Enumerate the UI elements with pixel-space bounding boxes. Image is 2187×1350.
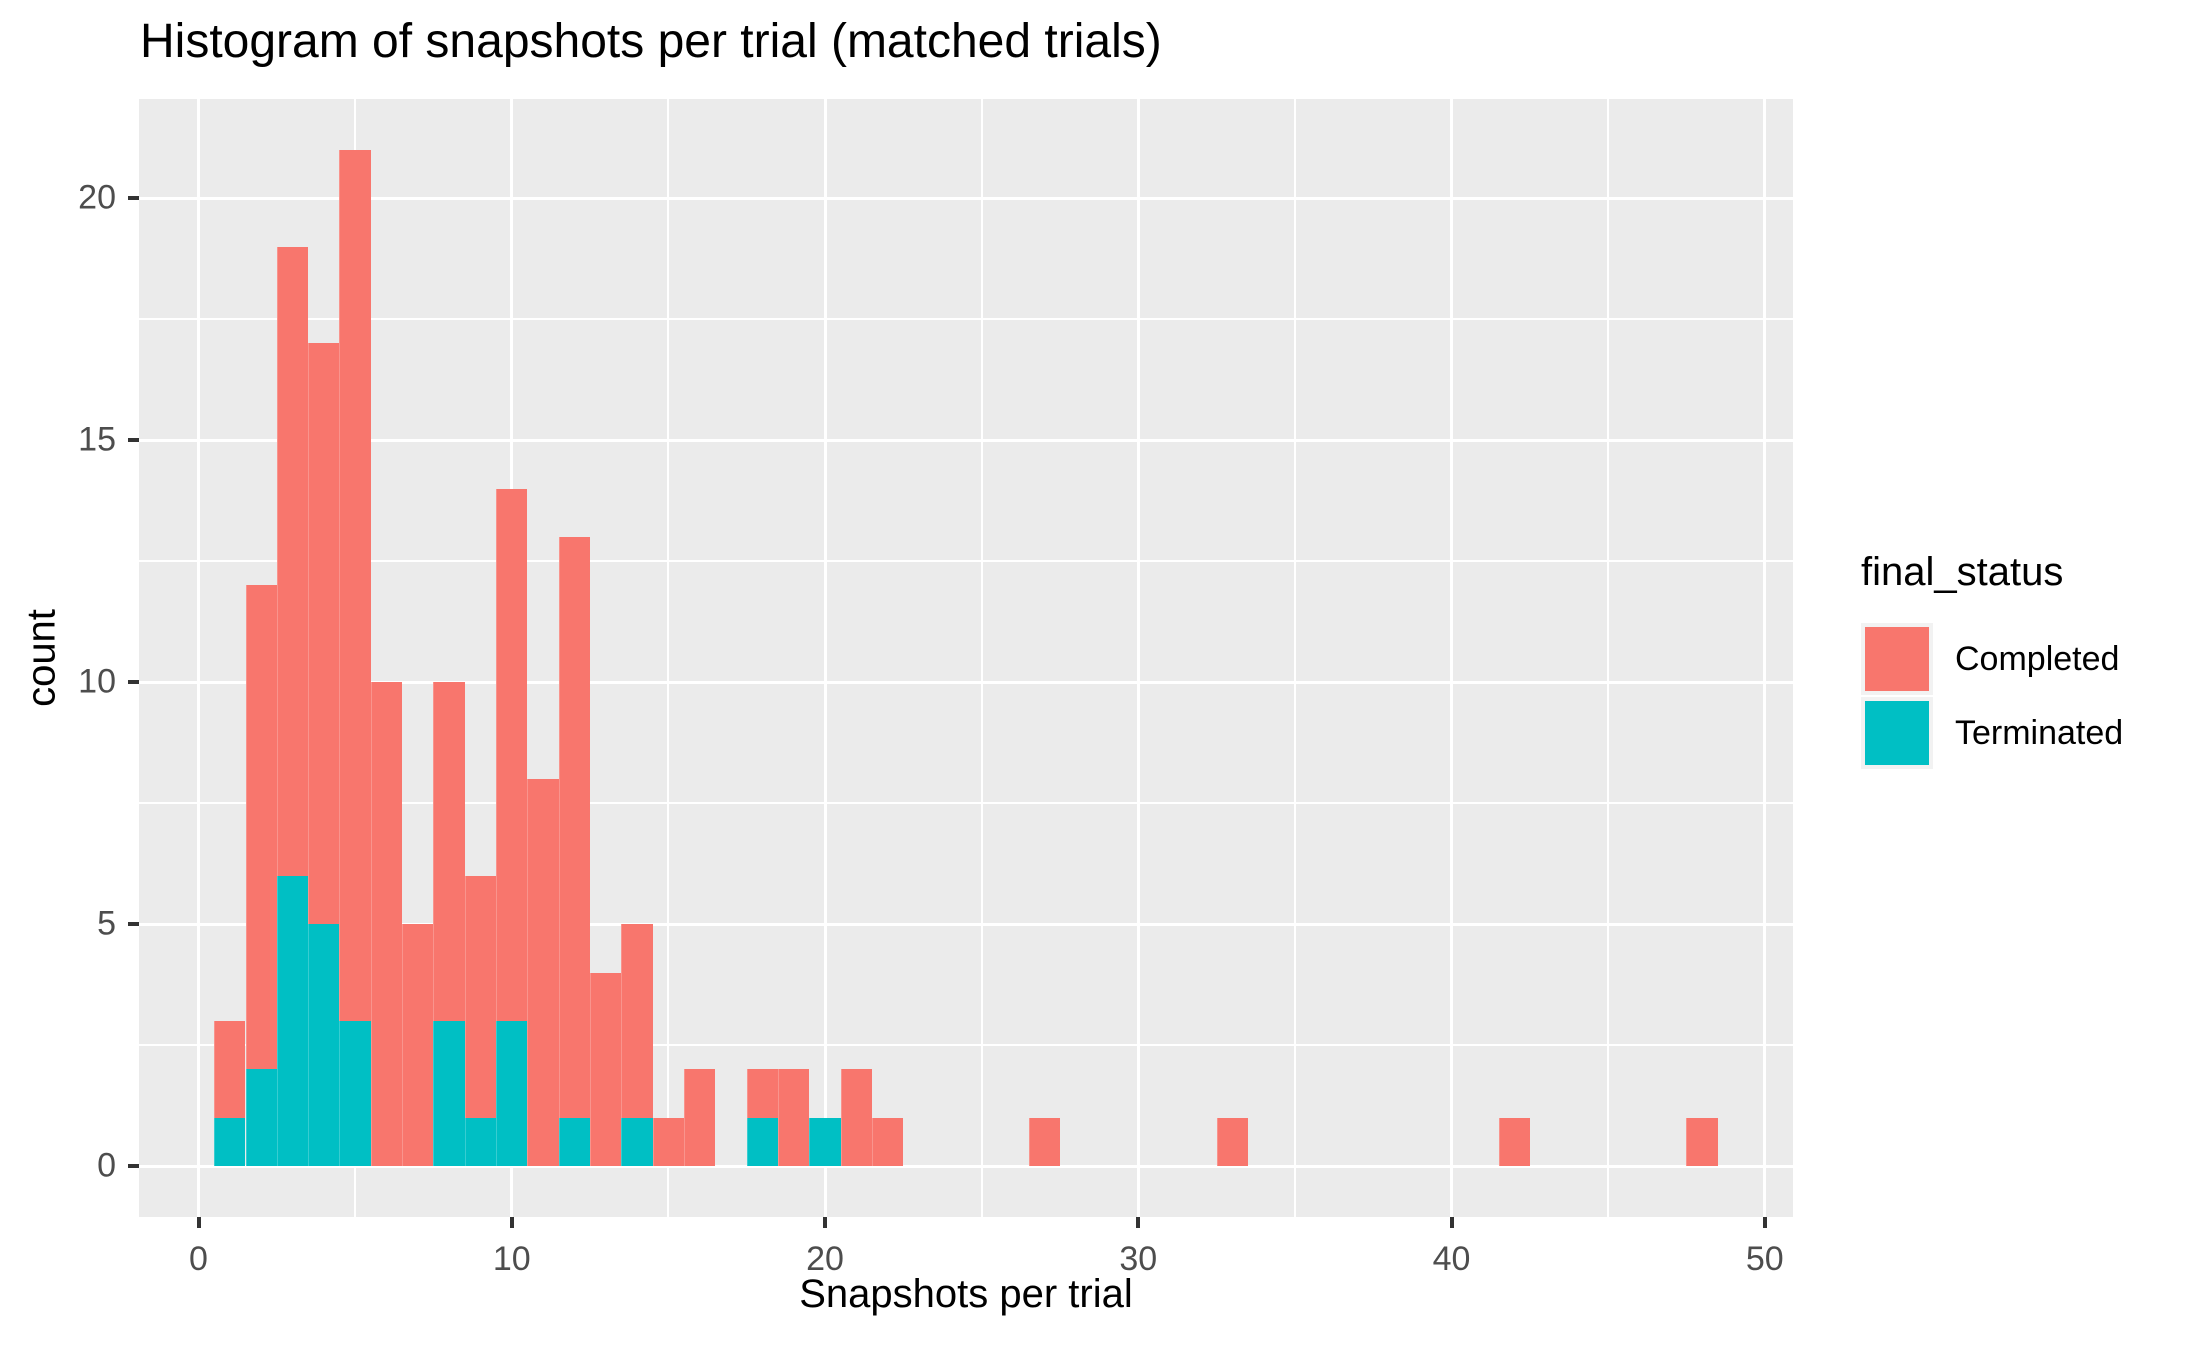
bar-segment-terminated	[308, 924, 340, 1167]
bar-segment-terminated	[496, 1020, 528, 1167]
bar-segment-completed	[652, 1117, 685, 1167]
bar-segment-completed	[621, 924, 653, 1118]
bar-segment-completed	[684, 1069, 716, 1167]
bar-segment-completed	[778, 1069, 810, 1167]
legend-swatch-terminated	[1865, 701, 1929, 765]
y-tick-label: 5	[97, 904, 116, 943]
x-tick-mark	[196, 1217, 201, 1228]
gridline-y-minor	[139, 560, 1793, 563]
bar-segment-terminated	[276, 875, 309, 1167]
x-tick-label: 10	[492, 1240, 531, 1278]
x-tick-mark	[823, 1217, 828, 1228]
y-tick-mark	[128, 196, 139, 201]
gridline-y-major	[139, 196, 1793, 200]
bar-segment-terminated	[464, 1117, 497, 1167]
gridline-y-major	[139, 680, 1793, 684]
y-tick-label: 10	[78, 662, 116, 701]
bar-segment-completed	[1686, 1117, 1718, 1167]
bar-segment-completed	[872, 1117, 904, 1167]
gridline-x-minor	[980, 99, 983, 1217]
gridline-y-minor	[139, 802, 1793, 805]
x-tick-mark	[1449, 1217, 1454, 1228]
bar-segment-completed	[245, 585, 277, 1070]
plot-title: Histogram of snapshots per trial (matche…	[140, 15, 1162, 68]
gridline-x-minor	[1293, 99, 1296, 1217]
legend-item-completed: Completed	[1861, 623, 2123, 695]
gridline-x-major	[1763, 99, 1767, 1217]
gridline-x-major	[197, 99, 201, 1217]
gridline-x-major	[1136, 99, 1140, 1217]
y-tick-mark	[128, 1164, 139, 1169]
x-tick-mark	[1762, 1217, 1767, 1228]
bar-segment-terminated	[339, 1020, 371, 1167]
bar-segment-completed	[1216, 1117, 1248, 1167]
x-tick-mark	[1136, 1217, 1141, 1228]
bar-segment-completed	[496, 488, 528, 1021]
y-tick-mark	[128, 438, 139, 443]
gridline-x-minor	[1607, 99, 1610, 1217]
gridline-y-major	[139, 1164, 1793, 1168]
x-tick-label: 50	[1745, 1240, 1784, 1278]
x-tick-label: 20	[806, 1240, 844, 1278]
bar-segment-completed	[433, 682, 465, 1021]
bar-segment-terminated	[621, 1117, 653, 1167]
y-tick-label: 0	[97, 1146, 116, 1185]
bar-segment-completed	[370, 682, 403, 1167]
bar-segment-completed	[527, 778, 559, 1167]
bar-segment-terminated	[746, 1117, 779, 1167]
y-tick-mark	[128, 680, 139, 685]
y-axis-title: count	[19, 609, 64, 707]
x-tick-label: 0	[189, 1240, 208, 1278]
bar-segment-completed	[1028, 1117, 1060, 1167]
bar-segment-terminated	[214, 1117, 246, 1167]
bar-segment-completed	[590, 972, 622, 1167]
bar-segment-completed	[276, 246, 309, 876]
legend: final_status Completed Terminated	[1861, 550, 2123, 771]
gridline-x-minor	[667, 99, 670, 1217]
bar-segment-completed	[558, 537, 591, 1118]
bar-segment-terminated	[433, 1020, 465, 1167]
x-axis-title: Snapshots per trial	[799, 1272, 1133, 1316]
bar-segment-completed	[1498, 1117, 1530, 1167]
bar-segment-terminated	[558, 1117, 591, 1167]
gridline-y-major	[139, 922, 1793, 926]
bar-segment-terminated	[245, 1069, 277, 1167]
y-tick-label: 20	[78, 178, 116, 217]
x-tick-mark	[509, 1217, 514, 1228]
bar-segment-completed	[214, 1020, 246, 1118]
legend-key-completed	[1861, 623, 1933, 695]
bar-segment-completed	[308, 343, 340, 925]
legend-key-terminated	[1861, 697, 1933, 769]
gridline-x-major	[1450, 99, 1454, 1217]
y-tick-label: 15	[78, 420, 116, 459]
legend-label-terminated: Terminated	[1955, 713, 2124, 752]
legend-label-completed: Completed	[1955, 639, 2120, 678]
bar-segment-completed	[840, 1069, 872, 1167]
legend-item-terminated: Terminated	[1861, 697, 2123, 769]
legend-title: final_status	[1861, 550, 2064, 594]
bar-segment-completed	[402, 924, 434, 1167]
plot-panel	[139, 99, 1793, 1217]
bar-segment-terminated	[809, 1117, 841, 1167]
gridline-y-major	[139, 438, 1793, 442]
y-tick-mark	[128, 922, 139, 927]
bar-segment-completed	[339, 149, 371, 1021]
gridline-y-minor	[139, 1044, 1793, 1047]
legend-swatch-completed	[1865, 627, 1929, 691]
bar-segment-completed	[464, 875, 497, 1118]
bar-segment-completed	[746, 1069, 779, 1118]
x-tick-label: 40	[1432, 1240, 1471, 1278]
gridline-y-minor	[139, 318, 1793, 321]
gridline-x-major	[823, 99, 827, 1217]
x-tick-label: 30	[1119, 1240, 1158, 1278]
